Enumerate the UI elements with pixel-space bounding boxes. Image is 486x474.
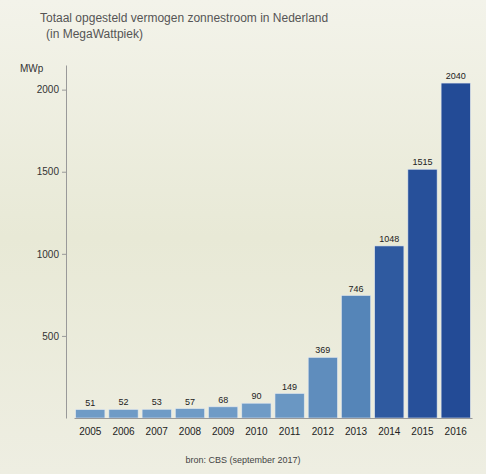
x-tick-label: 2009	[212, 426, 235, 437]
bar	[275, 394, 304, 418]
data-label: 52	[118, 397, 128, 407]
x-tick: 2007	[146, 418, 169, 437]
bar	[175, 409, 204, 418]
y-tick-mark	[62, 336, 66, 337]
x-tick: 2015	[411, 418, 434, 437]
y-tick: 1500	[37, 166, 66, 177]
x-tick: 2012	[312, 418, 335, 437]
chart: Totaal opgesteld vermogen zonnestroom in…	[0, 0, 486, 474]
y-tick-mark	[62, 254, 66, 255]
source: bron: CBS (september 2017)	[185, 455, 300, 465]
x-tick: 2006	[112, 418, 135, 437]
x-tick-label: 2016	[445, 426, 468, 437]
y-axis-line	[66, 66, 67, 419]
x-tick-label: 2008	[179, 426, 202, 437]
x-tick: 2016	[445, 418, 468, 437]
data-label: 2040	[446, 71, 466, 81]
y-tick: 1000	[37, 249, 66, 260]
x-tick-label: 2015	[411, 426, 434, 437]
data-label: 51	[85, 398, 95, 408]
bar	[242, 403, 271, 418]
data-label: 57	[185, 397, 195, 407]
y-tick-label: 1500	[37, 166, 60, 177]
x-tick-label: 2014	[378, 426, 401, 437]
x-tick-label: 2012	[312, 426, 335, 437]
x-tick: 2009	[212, 418, 235, 437]
x-tick-label: 2005	[79, 426, 102, 437]
background	[0, 0, 486, 474]
data-label: 1048	[379, 234, 399, 244]
bar	[441, 83, 470, 418]
data-label: 1515	[412, 157, 432, 167]
y-axis: 500 1000 1500 2000	[37, 66, 67, 419]
x-tick-label: 2007	[146, 426, 169, 437]
y-axis-title: MWp	[20, 63, 44, 74]
x-tick-label: 2006	[112, 426, 135, 437]
data-label: 90	[251, 391, 261, 401]
data-labels: 51 52 53 57 68 90 149 369 746 1048 1515 2040	[85, 71, 465, 408]
data-label: 369	[315, 345, 330, 355]
x-tick-label: 2011	[279, 426, 301, 437]
x-axis: 2005 2006 2007 2008 2009 2010 2011 2012 2013 2014…	[75, 418, 473, 437]
bars	[76, 83, 471, 418]
bar	[109, 409, 138, 418]
bar	[408, 169, 437, 418]
x-tick: 2014	[378, 418, 401, 437]
bar	[142, 409, 171, 418]
x-tick: 2013	[345, 418, 368, 437]
x-tick: 2008	[179, 418, 202, 437]
title: Totaal opgesteld vermogen zonnestroom in…	[40, 11, 328, 25]
x-tick: 2011	[279, 418, 301, 437]
y-tick: 500	[42, 331, 66, 342]
data-label: 746	[349, 284, 364, 294]
x-tick-label: 2010	[245, 426, 268, 437]
y-tick-mark	[62, 90, 66, 91]
subtitle: (in MegaWattpiek)	[46, 27, 143, 41]
y-tick-mark	[62, 172, 66, 173]
x-tick-label: 2013	[345, 426, 368, 437]
x-axis-line	[75, 418, 473, 419]
y-tick-label: 2000	[37, 84, 60, 95]
x-tick: 2005	[79, 418, 102, 437]
data-label: 53	[152, 397, 162, 407]
y-tick: 2000	[37, 84, 66, 95]
bar	[308, 357, 337, 418]
y-tick-label: 1000	[37, 249, 60, 260]
data-label: 68	[218, 395, 228, 405]
bar	[375, 246, 404, 418]
bar	[209, 407, 238, 418]
bar	[76, 410, 105, 418]
x-tick: 2010	[245, 418, 268, 437]
bar	[341, 296, 370, 418]
y-tick-label: 500	[42, 331, 59, 342]
data-label: 149	[282, 382, 297, 392]
